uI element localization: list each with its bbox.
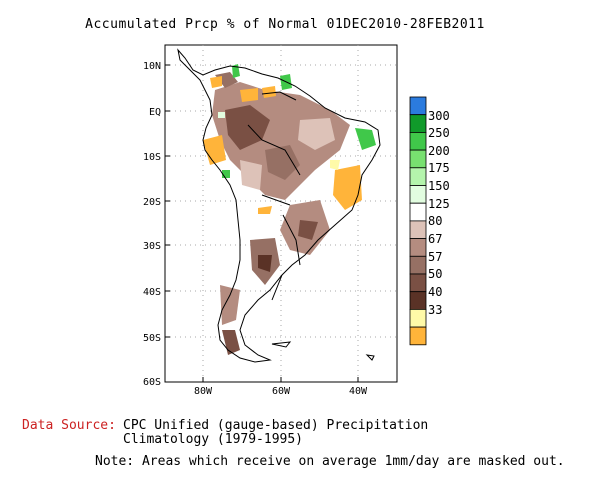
legend-label: 150 xyxy=(428,179,450,193)
legend-label: 40 xyxy=(428,285,443,299)
lat-label: 60S xyxy=(143,377,161,388)
lat-label: EQ xyxy=(149,107,161,118)
legend-label: 67 xyxy=(428,232,443,246)
lon-label: 80W xyxy=(194,386,213,397)
lon-label: 60W xyxy=(272,386,291,397)
legend-label: 200 xyxy=(428,144,450,158)
legend-label: 57 xyxy=(428,250,443,264)
precip-field xyxy=(203,64,376,355)
legend-label: 50 xyxy=(428,267,443,281)
lat-label: 40S xyxy=(143,287,161,298)
legend-swatch xyxy=(409,149,427,169)
legend-swatch xyxy=(409,131,427,151)
data-source-text: Climatology (1979-1995) xyxy=(123,432,304,447)
legend-label: 80 xyxy=(428,214,443,228)
lon-ticks: 80W 60W 40W xyxy=(194,377,368,397)
lat-label: 10S xyxy=(143,152,161,163)
legend-swatch xyxy=(409,220,427,239)
map-title: Accumulated Prcp % of Normal 01DEC2010-2… xyxy=(85,17,485,32)
lat-label: 20S xyxy=(143,197,161,208)
lat-ticks: 10N EQ 10S 20S 30S 40S 50S 60S xyxy=(143,61,170,388)
legend-swatch xyxy=(409,273,427,293)
legend-swatch xyxy=(409,308,427,328)
mask-note: Note: Areas which receive on average 1mm… xyxy=(95,454,565,469)
legend-swatch xyxy=(409,326,427,346)
legend-label: 125 xyxy=(428,197,450,211)
lat-label: 30S xyxy=(143,241,161,252)
legend-swatch xyxy=(409,96,427,116)
legend-swatch xyxy=(409,238,427,257)
data-source-text: CPC Unified (gauge-based) Precipitation xyxy=(123,418,429,433)
legend-swatch xyxy=(409,202,427,222)
legend-swatch xyxy=(409,167,427,186)
color-legend xyxy=(409,96,427,346)
lon-label: 40W xyxy=(349,386,368,397)
legend-swatch xyxy=(409,114,427,133)
legend-swatch xyxy=(409,291,427,310)
data-source-label: Data Source: xyxy=(22,418,116,433)
lat-label: 10N xyxy=(143,61,161,72)
legend-label: 250 xyxy=(428,126,450,140)
legend-swatch xyxy=(409,185,427,204)
lat-label: 50S xyxy=(143,333,161,344)
legend-label: 300 xyxy=(428,109,450,123)
coastline xyxy=(177,48,381,363)
legend-label: 175 xyxy=(428,161,450,175)
legend-swatch xyxy=(409,255,427,275)
legend-label: 33 xyxy=(428,303,443,317)
